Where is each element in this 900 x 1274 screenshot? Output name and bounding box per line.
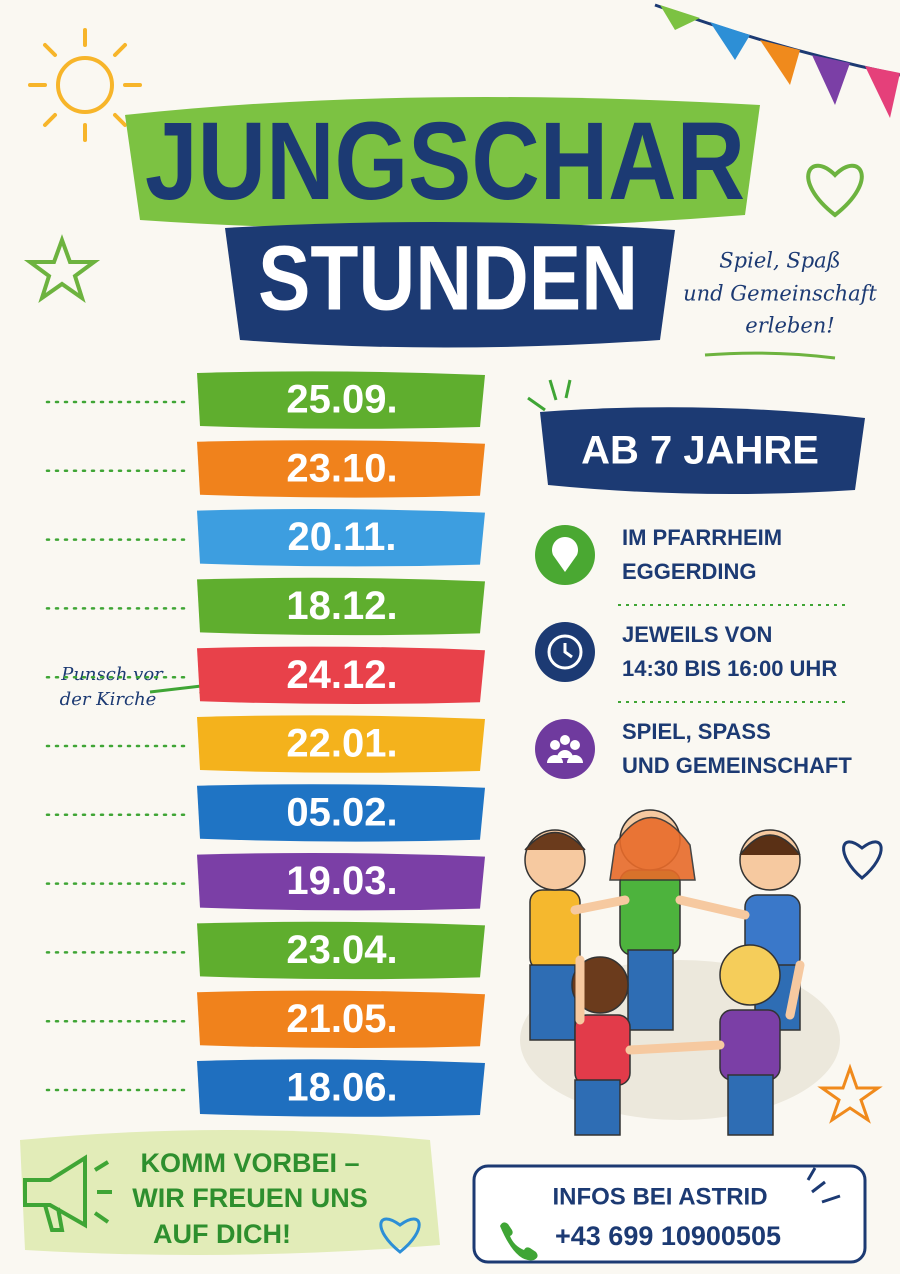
date: 18.06. — [286, 1066, 397, 1110]
accent — [806, 1167, 841, 1204]
info-text: 14:30 BIS 16:00 UHR — [622, 656, 837, 681]
age-badge: AB 7 JAHRE — [581, 429, 819, 473]
people-icon — [550, 740, 560, 750]
info-text: SPIEL, SPASS — [622, 719, 771, 744]
date: 24.12. — [286, 653, 397, 697]
date: 18.12. — [286, 584, 397, 628]
date-brush — [197, 784, 485, 842]
date-brush — [197, 371, 485, 429]
heart — [379, 1217, 421, 1254]
date: 21.05. — [286, 997, 397, 1041]
phone: +43 699 10900505 — [555, 1221, 781, 1251]
tagline: Spiel, Spaß — [719, 249, 840, 273]
contact-box — [472, 1164, 867, 1264]
bunting — [654, 3, 900, 118]
accent — [527, 379, 572, 412]
heart — [842, 840, 883, 880]
pin-icon — [552, 537, 578, 572]
info-text: IM PFARRHEIM — [622, 525, 782, 550]
star — [817, 1063, 883, 1124]
date: 20.11. — [287, 515, 396, 559]
date-brush — [197, 646, 485, 704]
people-icon — [560, 735, 570, 745]
people-icon — [557, 750, 573, 758]
tagline: erleben! — [745, 314, 834, 338]
message: AUF DICH! — [153, 1219, 291, 1249]
date: 23.10. — [286, 446, 397, 490]
info-icon — [535, 719, 595, 779]
info-text: UND GEMEINSCHAFT — [622, 753, 852, 778]
underline — [704, 351, 836, 360]
subtitle: STUNDEN — [258, 227, 638, 329]
date-brush — [197, 1059, 485, 1117]
clock-hands — [563, 643, 573, 659]
date-brush — [197, 440, 485, 498]
date-brush — [197, 577, 485, 636]
message-blob — [20, 1130, 440, 1255]
date: 23.04. — [286, 928, 397, 972]
people-icon — [570, 740, 580, 750]
age-brush — [540, 407, 865, 494]
date-brush — [197, 990, 485, 1048]
info-text: EGGERDING — [622, 559, 756, 584]
date-brush — [197, 921, 485, 980]
title-brush — [125, 97, 760, 229]
date: 05.02. — [286, 790, 397, 834]
kids-illustration — [520, 809, 840, 1136]
note: Punsch vor — [60, 664, 164, 685]
tagline: und Gemeinschaft — [683, 282, 877, 306]
star — [23, 234, 101, 304]
info-list: IM PFARRHEIM EGGERDING JEWEILS VON 14:30 BI… — [535, 525, 852, 779]
date-brush — [197, 509, 485, 567]
megaphone — [23, 1154, 112, 1232]
date: 25.09. — [286, 378, 397, 422]
clock-icon — [547, 634, 583, 670]
phone-icon — [500, 1222, 538, 1261]
people-icon — [567, 755, 583, 763]
date: 22.01. — [286, 722, 397, 766]
message: WIR FREUEN UNS — [132, 1183, 368, 1213]
sun — [28, 28, 142, 142]
date: 19.03. — [286, 859, 397, 903]
date-brush — [197, 715, 485, 773]
contact-title: INFOS BEI ASTRID — [552, 1183, 767, 1210]
date-list: 25.09. 23.10. 20.11. 18.12. 24.12. 22.01. 05.0… — [45, 371, 485, 1117]
note: der Kirche — [60, 689, 157, 710]
info-text: JEWEILS VON — [622, 622, 772, 647]
title: JUNGSCHAR — [145, 100, 745, 223]
heart — [806, 163, 864, 218]
message: KOMM VORBEI – — [140, 1148, 359, 1178]
subtitle-brush — [225, 221, 675, 348]
date-brush — [197, 853, 485, 911]
